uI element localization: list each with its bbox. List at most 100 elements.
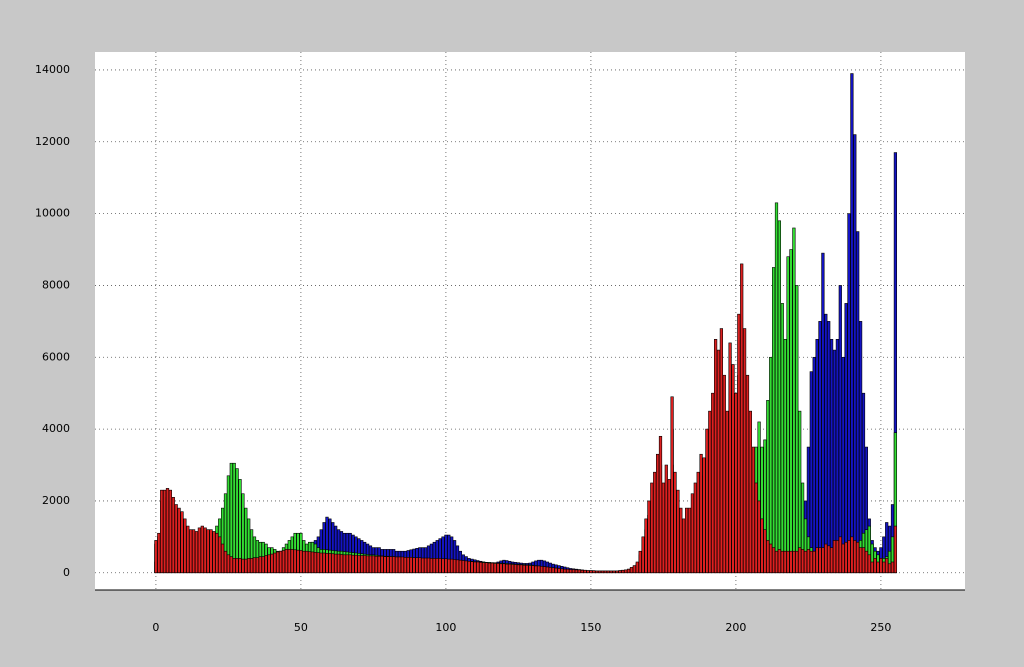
bar xyxy=(693,482,697,574)
bar xyxy=(273,552,277,574)
bar xyxy=(786,550,790,574)
bar xyxy=(392,556,396,574)
bar xyxy=(160,489,164,574)
bar xyxy=(667,479,671,574)
bar xyxy=(470,561,474,574)
bar xyxy=(206,529,210,574)
bar xyxy=(247,558,251,574)
bar xyxy=(386,556,390,574)
bar xyxy=(638,550,642,574)
bar xyxy=(641,536,645,574)
bar xyxy=(287,549,291,574)
bar xyxy=(383,556,387,574)
bar xyxy=(171,497,175,574)
bar xyxy=(838,536,842,574)
bar xyxy=(661,482,666,574)
bar xyxy=(409,557,413,574)
bar xyxy=(769,356,773,574)
bar xyxy=(725,410,729,574)
bar xyxy=(528,565,532,574)
bar xyxy=(334,553,338,574)
bar xyxy=(319,552,323,574)
bar xyxy=(766,540,770,574)
bar xyxy=(415,557,419,574)
bar xyxy=(406,557,410,574)
bar xyxy=(757,500,761,574)
bar xyxy=(885,558,889,574)
bar xyxy=(722,374,726,574)
bar xyxy=(789,249,793,574)
bar xyxy=(484,562,489,574)
bar xyxy=(841,356,845,574)
bar xyxy=(867,554,871,574)
y-tick-label: 4000 xyxy=(42,422,70,435)
bar xyxy=(615,570,619,574)
bar xyxy=(809,550,813,574)
bar xyxy=(281,550,286,574)
bar xyxy=(887,563,892,574)
bar xyxy=(522,564,526,574)
bar xyxy=(612,570,616,574)
bar xyxy=(244,558,248,574)
bar xyxy=(186,525,190,574)
bar xyxy=(389,556,393,574)
bar xyxy=(490,562,494,574)
bar xyxy=(235,558,239,574)
bar xyxy=(577,569,581,574)
bar xyxy=(847,213,851,574)
bar xyxy=(508,563,512,574)
x-tick-label: 250 xyxy=(870,621,891,634)
bar xyxy=(800,549,805,574)
bar xyxy=(438,558,442,574)
bar xyxy=(595,570,599,574)
bar xyxy=(368,555,373,574)
bar xyxy=(426,557,431,574)
bar xyxy=(493,563,497,574)
bar xyxy=(670,396,674,574)
bar xyxy=(716,349,721,574)
bar xyxy=(882,561,886,574)
bar xyxy=(154,540,158,574)
bar xyxy=(554,567,558,574)
bar xyxy=(740,263,744,574)
bar xyxy=(850,73,854,574)
bar xyxy=(676,489,680,574)
bar xyxy=(209,529,213,574)
bar xyxy=(832,540,837,574)
bar xyxy=(829,547,834,574)
bar xyxy=(525,564,529,574)
bar xyxy=(713,339,718,574)
bar xyxy=(856,541,860,574)
y-tick-label: 10000 xyxy=(35,207,70,220)
bar xyxy=(336,553,341,574)
bar xyxy=(377,555,381,574)
bar xyxy=(444,558,448,574)
bar xyxy=(519,564,523,574)
x-tick-label: 0 xyxy=(152,621,159,634)
bar xyxy=(821,547,825,574)
bar xyxy=(545,566,550,574)
bar xyxy=(479,562,483,574)
bar xyxy=(380,555,384,574)
bar xyxy=(809,371,813,574)
bar xyxy=(307,551,312,574)
bar xyxy=(232,462,236,574)
x-tick-label: 150 xyxy=(580,621,601,634)
bar xyxy=(183,518,187,574)
bar xyxy=(618,570,622,574)
bar xyxy=(827,545,831,574)
bar xyxy=(400,556,405,574)
bar xyxy=(568,569,573,574)
bar xyxy=(310,551,315,574)
y-tick-label: 6000 xyxy=(42,350,70,363)
bar xyxy=(858,321,863,574)
bar xyxy=(844,303,848,574)
bar xyxy=(505,563,509,574)
bar xyxy=(342,554,347,574)
bar xyxy=(780,550,784,574)
bar xyxy=(351,554,355,574)
bar xyxy=(534,565,538,574)
bar xyxy=(348,554,352,574)
bar xyxy=(705,428,709,574)
bar xyxy=(354,554,358,574)
